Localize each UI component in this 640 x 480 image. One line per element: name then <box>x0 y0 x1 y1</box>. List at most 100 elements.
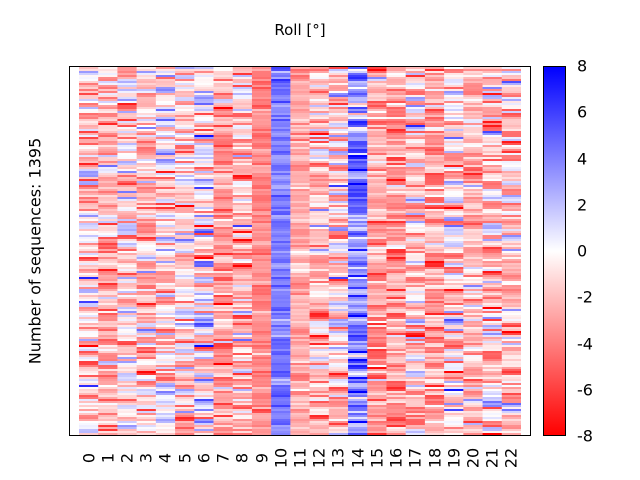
heatmap-cell <box>482 427 503 430</box>
heatmap-cell <box>309 193 330 196</box>
heatmap-cell <box>175 119 195 122</box>
heatmap-cell <box>367 335 387 338</box>
heatmap-cell <box>386 281 406 284</box>
heatmap-cell <box>79 73 99 76</box>
heatmap-cell <box>213 425 234 428</box>
heatmap-cell <box>213 179 234 182</box>
heatmap-cell <box>175 91 195 94</box>
heatmap-cell <box>482 75 503 78</box>
heatmap-cell <box>309 73 330 76</box>
heatmap-cell <box>328 83 349 86</box>
heatmap-cell <box>463 345 483 348</box>
heatmap-cell <box>290 177 310 180</box>
heatmap-cell <box>444 265 464 268</box>
heatmap-cell <box>232 111 253 114</box>
heatmap-cell <box>386 137 406 140</box>
heatmap-cell <box>501 159 521 162</box>
heatmap-cell <box>501 419 521 422</box>
heatmap-cell <box>501 407 521 410</box>
heatmap-cell <box>444 297 464 300</box>
heatmap-cell <box>155 155 176 158</box>
heatmap-cell <box>271 71 291 74</box>
heatmap-cell <box>463 125 483 128</box>
heatmap-cell <box>367 345 387 348</box>
heatmap-cell <box>348 177 368 180</box>
heatmap-cell <box>251 191 272 194</box>
heatmap-cell <box>213 79 234 82</box>
heatmap-cell <box>405 79 426 82</box>
heatmap-cell <box>348 137 368 140</box>
heatmap-cell <box>194 433 214 435</box>
heatmap-cell <box>117 107 137 110</box>
heatmap-cell <box>213 293 234 296</box>
heatmap-cell <box>444 303 464 306</box>
heatmap-cell <box>367 427 387 430</box>
heatmap-cell <box>463 151 483 154</box>
heatmap-cell <box>213 427 234 430</box>
heatmap-cell <box>463 253 483 256</box>
heatmap-cell <box>290 371 310 374</box>
heatmap-cell <box>232 261 253 264</box>
heatmap-cell <box>79 69 99 72</box>
heatmap-cell <box>79 401 99 404</box>
heatmap-cell <box>482 321 503 324</box>
heatmap-cell <box>386 393 406 396</box>
heatmap-cell <box>136 213 157 216</box>
heatmap-cell <box>79 385 99 388</box>
heatmap-cell <box>271 203 291 206</box>
heatmap-cell <box>328 355 349 358</box>
heatmap-cell <box>194 357 214 360</box>
heatmap-cell <box>136 87 157 90</box>
heatmap-cell <box>117 425 137 428</box>
heatmap-cell <box>79 425 99 428</box>
heatmap-cell <box>155 313 176 316</box>
heatmap-cell <box>444 117 464 120</box>
heatmap-cell <box>79 305 99 308</box>
heatmap-cell <box>79 95 99 98</box>
heatmap-cell <box>482 419 503 422</box>
heatmap-cell <box>98 273 118 276</box>
heatmap-cell <box>405 323 426 326</box>
heatmap-cell <box>213 295 234 298</box>
heatmap-cell <box>290 333 310 336</box>
heatmap-cell <box>367 311 387 314</box>
heatmap-cell <box>175 133 195 136</box>
heatmap-cell <box>463 395 483 398</box>
heatmap-cell <box>309 387 330 390</box>
heatmap-cell <box>424 141 445 144</box>
heatmap-cell <box>501 355 521 358</box>
heatmap-cell <box>348 311 368 314</box>
heatmap-cell <box>367 205 387 208</box>
heatmap-cell <box>501 79 521 82</box>
heatmap-cell <box>482 297 503 300</box>
heatmap-cell <box>482 281 503 284</box>
heatmap-cell <box>232 221 253 224</box>
heatmap-cell <box>251 153 272 156</box>
heatmap-cell <box>155 357 176 360</box>
heatmap-cell <box>367 289 387 292</box>
heatmap-cell <box>386 433 406 435</box>
heatmap-cell <box>444 111 464 114</box>
heatmap-cell <box>424 235 445 238</box>
heatmap-cell <box>386 129 406 132</box>
heatmap-cell <box>386 121 406 124</box>
heatmap-cell <box>290 265 310 268</box>
heatmap-cell <box>328 93 349 96</box>
heatmap-cell <box>463 401 483 404</box>
heatmap-cell <box>386 385 406 388</box>
heatmap-cell <box>348 165 368 168</box>
heatmap-cell <box>367 149 387 152</box>
heatmap-cell <box>501 345 521 348</box>
heatmap-cell <box>405 195 426 198</box>
heatmap-cell <box>463 85 483 88</box>
heatmap-cell <box>348 225 368 228</box>
heatmap-cell <box>98 121 118 124</box>
heatmap-cell <box>79 135 99 138</box>
heatmap-cell <box>213 147 234 150</box>
heatmap-cell <box>251 109 272 112</box>
heatmap-cell <box>232 281 253 284</box>
heatmap-cell <box>232 85 253 88</box>
heatmap-cell <box>290 173 310 176</box>
heatmap-cell <box>194 411 214 414</box>
heatmap-cell <box>367 265 387 268</box>
